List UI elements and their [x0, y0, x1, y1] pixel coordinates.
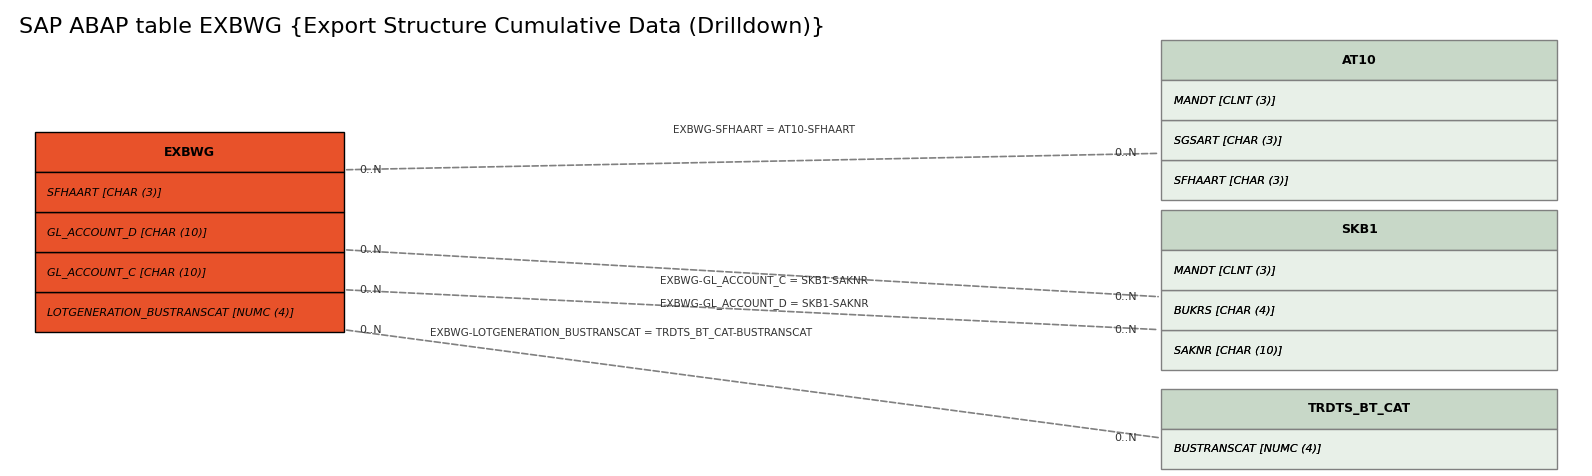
- FancyBboxPatch shape: [35, 292, 344, 332]
- Text: EXBWG-GL_ACCOUNT_D = SKB1-SAKNR: EXBWG-GL_ACCOUNT_D = SKB1-SAKNR: [661, 298, 869, 309]
- Text: MANDT [CLNT (3)]: MANDT [CLNT (3)]: [1173, 265, 1275, 275]
- FancyBboxPatch shape: [1161, 250, 1557, 290]
- FancyBboxPatch shape: [1161, 330, 1557, 370]
- Text: SAKNR [CHAR (10)]: SAKNR [CHAR (10)]: [1173, 345, 1282, 355]
- Text: 0..N: 0..N: [360, 285, 382, 295]
- Text: SFHAART [CHAR (3)]: SFHAART [CHAR (3)]: [48, 187, 162, 197]
- Text: MANDT [CLNT (3)]: MANDT [CLNT (3)]: [1173, 265, 1275, 275]
- Text: GL_ACCOUNT_D [CHAR (10)]: GL_ACCOUNT_D [CHAR (10)]: [48, 227, 207, 238]
- Text: MANDT [CLNT (3)]: MANDT [CLNT (3)]: [1173, 95, 1275, 105]
- Text: EXBWG-GL_ACCOUNT_C = SKB1-SAKNR: EXBWG-GL_ACCOUNT_C = SKB1-SAKNR: [661, 275, 868, 286]
- Text: EXBWG: EXBWG: [164, 146, 215, 159]
- FancyBboxPatch shape: [1161, 80, 1557, 120]
- Text: MANDT [CLNT (3)]: MANDT [CLNT (3)]: [1173, 95, 1275, 105]
- Text: TRDTS_BT_CAT: TRDTS_BT_CAT: [1307, 402, 1411, 415]
- FancyBboxPatch shape: [1161, 210, 1557, 250]
- Text: SFHAART [CHAR (3)]: SFHAART [CHAR (3)]: [1173, 175, 1288, 185]
- Text: 0..N: 0..N: [360, 325, 382, 335]
- FancyBboxPatch shape: [35, 252, 344, 292]
- Text: SKB1: SKB1: [1340, 223, 1377, 236]
- Text: SFHAART [CHAR (3)]: SFHAART [CHAR (3)]: [1173, 175, 1288, 185]
- FancyBboxPatch shape: [1161, 120, 1557, 160]
- Text: BUSTRANSCAT [NUMC (4)]: BUSTRANSCAT [NUMC (4)]: [1173, 444, 1321, 454]
- FancyBboxPatch shape: [35, 172, 344, 212]
- FancyBboxPatch shape: [1161, 428, 1557, 468]
- FancyBboxPatch shape: [1161, 290, 1557, 330]
- Text: SAP ABAP table EXBWG {Export Structure Cumulative Data (Drilldown)}: SAP ABAP table EXBWG {Export Structure C…: [19, 17, 825, 37]
- Text: BUKRS [CHAR (4)]: BUKRS [CHAR (4)]: [1173, 305, 1275, 315]
- Text: SGSART [CHAR (3)]: SGSART [CHAR (3)]: [1173, 135, 1282, 145]
- Text: GL_ACCOUNT_C [CHAR (10)]: GL_ACCOUNT_C [CHAR (10)]: [48, 267, 207, 278]
- Text: EXBWG-SFHAART = AT10-SFHAART: EXBWG-SFHAART = AT10-SFHAART: [673, 125, 855, 135]
- Text: AT10: AT10: [1342, 54, 1377, 67]
- FancyBboxPatch shape: [35, 212, 344, 252]
- Text: 0..N: 0..N: [1114, 292, 1137, 302]
- Text: 0..N: 0..N: [1114, 433, 1137, 443]
- FancyBboxPatch shape: [1161, 388, 1557, 428]
- FancyBboxPatch shape: [1161, 40, 1557, 80]
- Text: 0..N: 0..N: [1114, 325, 1137, 335]
- Text: LOTGENERATION_BUSTRANSCAT [NUMC (4)]: LOTGENERATION_BUSTRANSCAT [NUMC (4)]: [48, 307, 295, 317]
- Text: EXBWG-LOTGENERATION_BUSTRANSCAT = TRDTS_BT_CAT-BUSTRANSCAT: EXBWG-LOTGENERATION_BUSTRANSCAT = TRDTS_…: [430, 327, 812, 337]
- Text: 0..N: 0..N: [1114, 149, 1137, 159]
- Text: 0..N: 0..N: [360, 245, 382, 255]
- Text: SAKNR [CHAR (10)]: SAKNR [CHAR (10)]: [1173, 345, 1282, 355]
- Text: 0..N: 0..N: [360, 165, 382, 175]
- Text: SGSART [CHAR (3)]: SGSART [CHAR (3)]: [1173, 135, 1282, 145]
- Text: BUSTRANSCAT [NUMC (4)]: BUSTRANSCAT [NUMC (4)]: [1173, 444, 1321, 454]
- Text: BUKRS [CHAR (4)]: BUKRS [CHAR (4)]: [1173, 305, 1275, 315]
- FancyBboxPatch shape: [1161, 160, 1557, 200]
- FancyBboxPatch shape: [35, 132, 344, 172]
